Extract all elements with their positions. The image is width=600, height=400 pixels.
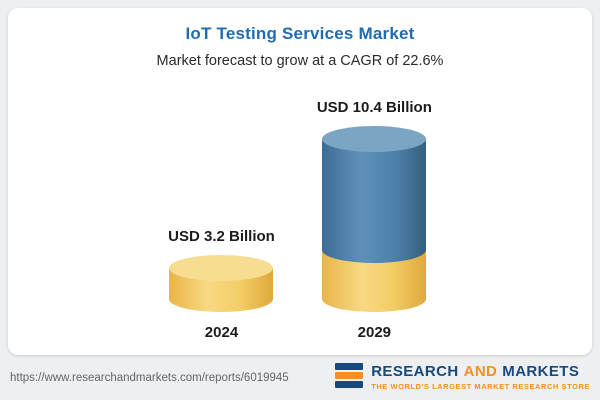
cylinder-2029 bbox=[322, 126, 427, 312]
chart-area: USD 3.2 Billion 2024 USD 10.4 Billion 20… bbox=[8, 99, 592, 341]
value-label-2024: USD 3.2 Billion bbox=[168, 228, 275, 245]
year-label-2029: 2029 bbox=[357, 324, 392, 341]
report-url: https://www.researchandmarkets.com/repor… bbox=[10, 371, 289, 384]
researchandmarkets-logo: RESEARCH AND MARKETS THE WORLD'S LARGEST M… bbox=[334, 360, 590, 395]
logo-wordmark: RESEARCH AND MARKETS bbox=[371, 362, 580, 381]
footer: https://www.researchandmarkets.com/repor… bbox=[0, 355, 600, 400]
logo-word-markets: MARKETS bbox=[502, 362, 580, 380]
chart-header: IoT Testing Services Market Market forec… bbox=[8, 8, 592, 69]
logo-text-block: RESEARCH AND MARKETS THE WORLD'S LARGEST M… bbox=[371, 362, 590, 392]
cylinder-2029-blue-segment bbox=[322, 139, 427, 263]
cylinder-2024-top-ellipse bbox=[169, 255, 274, 281]
bar-group-2029: USD 10.4 Billion 2029 bbox=[317, 99, 432, 341]
year-label-2024: 2024 bbox=[204, 324, 239, 341]
logo-tagline: THE WORLD'S LARGEST MARKET RESEARCH STOR… bbox=[371, 382, 590, 392]
chart-card: IoT Testing Services Market Market forec… bbox=[8, 8, 592, 355]
cylinder-2024 bbox=[169, 255, 274, 312]
value-label-2029: USD 10.4 Billion bbox=[316, 99, 432, 116]
logo-word-and: AND bbox=[463, 362, 498, 380]
researchandmarkets-logo-icon bbox=[334, 360, 364, 395]
logo-word-research: RESEARCH bbox=[371, 362, 459, 380]
cylinder-2029-top-ellipse bbox=[322, 126, 427, 152]
chart-title: IoT Testing Services Market bbox=[185, 24, 415, 43]
chart-subtitle: Market forecast to grow at a CAGR of 22.… bbox=[156, 53, 444, 69]
bar-group-2024: USD 3.2 Billion 2024 bbox=[168, 228, 275, 341]
